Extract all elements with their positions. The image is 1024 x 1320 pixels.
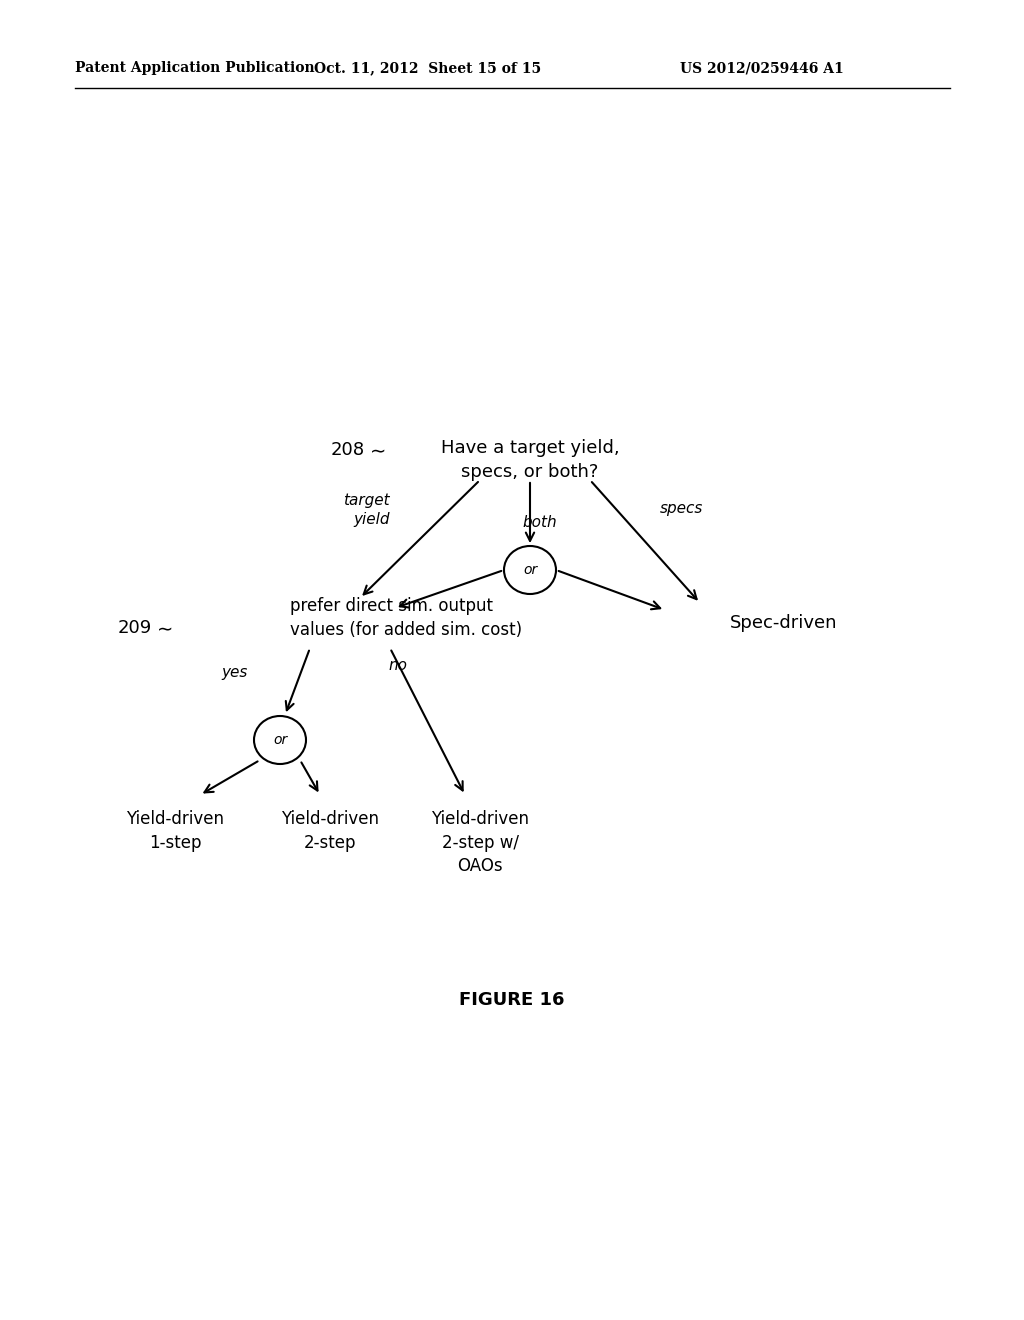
- Text: or: or: [523, 564, 538, 577]
- Text: Yield-driven
1-step: Yield-driven 1-step: [126, 810, 224, 851]
- Text: Spec-driven: Spec-driven: [730, 614, 838, 632]
- Text: yes: yes: [221, 664, 248, 680]
- Text: ∼: ∼: [370, 442, 386, 462]
- Text: Yield-driven
2-step: Yield-driven 2-step: [281, 810, 379, 851]
- Text: FIGURE 16: FIGURE 16: [459, 991, 565, 1008]
- Text: Have a target yield,
specs, or both?: Have a target yield, specs, or both?: [440, 440, 620, 480]
- Text: Yield-driven
2-step w/
OAOs: Yield-driven 2-step w/ OAOs: [431, 810, 529, 875]
- Text: or: or: [272, 733, 287, 747]
- Text: 209: 209: [118, 619, 152, 638]
- Text: Patent Application Publication: Patent Application Publication: [75, 61, 314, 75]
- Text: US 2012/0259446 A1: US 2012/0259446 A1: [680, 61, 844, 75]
- Text: Oct. 11, 2012  Sheet 15 of 15: Oct. 11, 2012 Sheet 15 of 15: [314, 61, 542, 75]
- Text: 208: 208: [331, 441, 365, 459]
- Text: ∼: ∼: [157, 620, 173, 639]
- Text: target
yield: target yield: [343, 494, 390, 527]
- Text: specs: specs: [660, 500, 703, 516]
- Text: both: both: [522, 515, 557, 531]
- Text: prefer direct sim. output
values (for added sim. cost): prefer direct sim. output values (for ad…: [290, 597, 522, 639]
- Text: no: no: [388, 659, 407, 673]
